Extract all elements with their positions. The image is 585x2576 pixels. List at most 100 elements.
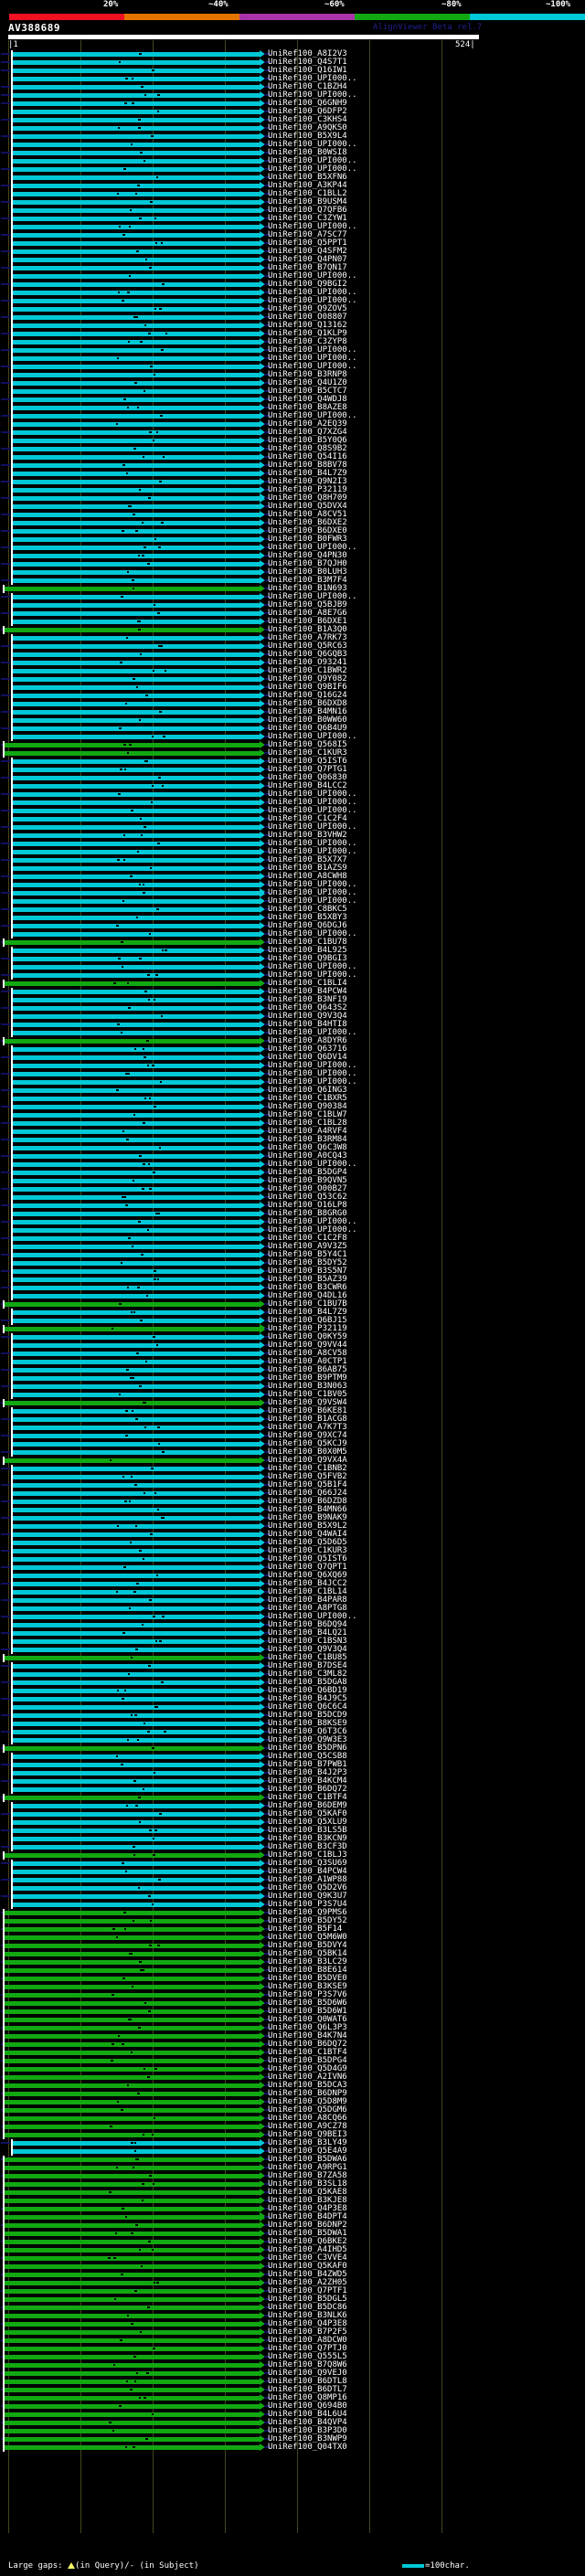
alignment-row[interactable]: UniRef100_UPI000.. bbox=[0, 839, 585, 848]
alignment-row[interactable]: UniRef100_UPI000.. bbox=[0, 798, 585, 807]
alignment-bar[interactable] bbox=[13, 1055, 260, 1060]
alignment-row[interactable]: UniRef100_B3M7F4 bbox=[0, 576, 585, 585]
alignment-row[interactable]: UniRef100_Q5RC63 bbox=[0, 641, 585, 651]
alignment-row[interactable]: UniRef100_C1BSN3 bbox=[0, 1637, 585, 1646]
alignment-row[interactable]: UniRef100_Q16G24 bbox=[0, 691, 585, 700]
alignment-bar[interactable] bbox=[5, 2248, 260, 2253]
alignment-row[interactable]: UniRef100_UPI000.. bbox=[0, 847, 585, 856]
alignment-row[interactable]: UniRef100_B3S5N7 bbox=[0, 1267, 585, 1276]
alignment-row[interactable]: UniRef100_C3ML82 bbox=[0, 1670, 585, 1679]
alignment-bar[interactable] bbox=[13, 1541, 260, 1545]
hit-accession-label[interactable]: UniRef100_UPI000.. bbox=[268, 847, 357, 856]
hit-accession-label[interactable]: UniRef100_B3P3D0 bbox=[268, 2426, 347, 2435]
alignment-bar[interactable] bbox=[13, 620, 260, 624]
alignment-row[interactable]: UniRef100_UPI000.. bbox=[0, 929, 585, 938]
alignment-bar[interactable] bbox=[13, 702, 260, 706]
hit-accession-label[interactable]: UniRef100_B6AB75 bbox=[268, 1365, 347, 1374]
hit-accession-label[interactable]: UniRef100_Q16IW1 bbox=[268, 66, 347, 75]
alignment-bar[interactable] bbox=[13, 1179, 260, 1183]
hit-accession-label[interactable]: UniRef100_B3RM84 bbox=[268, 1135, 347, 1144]
alignment-row[interactable]: UniRef100_B4L6U4 bbox=[0, 2410, 585, 2419]
alignment-bar[interactable] bbox=[5, 1944, 260, 1948]
alignment-bar[interactable] bbox=[13, 949, 260, 953]
alignment-row[interactable]: UniRef100_Q0WAT6 bbox=[0, 2015, 585, 2024]
hit-accession-label[interactable]: UniRef100_C3KHS4 bbox=[268, 115, 347, 124]
hit-accession-label[interactable]: UniRef100_Q0KY59 bbox=[268, 1332, 347, 1341]
hit-accession-label[interactable]: UniRef100_UPI000.. bbox=[268, 411, 357, 420]
hit-accession-label[interactable]: UniRef100_Q6ING3 bbox=[268, 1086, 347, 1095]
hit-accession-label[interactable]: UniRef100_B0X0M5 bbox=[268, 1447, 347, 1457]
hit-accession-label[interactable]: UniRef100_Q9BGI2 bbox=[268, 280, 347, 289]
alignment-row[interactable]: UniRef100_B5CTC7 bbox=[0, 387, 585, 396]
alignment-bar[interactable] bbox=[13, 274, 260, 279]
alignment-bar[interactable] bbox=[13, 661, 260, 665]
hit-accession-label[interactable]: UniRef100_B5DC86 bbox=[268, 2303, 347, 2312]
hit-accession-label[interactable]: UniRef100_UPI000.. bbox=[268, 1069, 357, 1078]
hit-accession-label[interactable]: UniRef100_Q7QFB6 bbox=[268, 206, 347, 215]
alignment-bar[interactable] bbox=[13, 1763, 260, 1767]
alignment-row[interactable]: UniRef100_Q6DFP2 bbox=[0, 107, 585, 116]
alignment-row[interactable]: UniRef100_A7RK73 bbox=[0, 633, 585, 642]
hit-accession-label[interactable]: UniRef100_Q6GQB3 bbox=[268, 650, 347, 659]
alignment-bar[interactable] bbox=[13, 1606, 260, 1611]
alignment-row[interactable]: UniRef100_P3S7U4 bbox=[0, 1900, 585, 1909]
hit-accession-label[interactable]: UniRef100_Q9K3U7 bbox=[268, 1892, 347, 1901]
alignment-row[interactable]: UniRef100_Q6T3C6 bbox=[0, 1727, 585, 1736]
alignment-bar[interactable] bbox=[13, 1072, 260, 1076]
alignment-bar[interactable] bbox=[5, 2412, 260, 2417]
alignment-row[interactable]: UniRef100_B5DGP4 bbox=[0, 1168, 585, 1177]
alignment-row[interactable]: UniRef100_C1BZH4 bbox=[0, 82, 585, 91]
hit-accession-label[interactable]: UniRef100_Q5E4A9 bbox=[268, 2147, 347, 2156]
hit-accession-label[interactable]: UniRef100_UPI000.. bbox=[268, 90, 357, 100]
hit-accession-label[interactable]: UniRef100_A4RVF4 bbox=[268, 1127, 347, 1136]
hit-accession-label[interactable]: UniRef100_Q7PTJ0 bbox=[268, 2344, 347, 2353]
alignment-row[interactable]: UniRef100_Q4PN30 bbox=[0, 551, 585, 560]
hit-accession-label[interactable]: UniRef100_B9QVN5 bbox=[268, 1176, 347, 1185]
alignment-bar[interactable] bbox=[13, 85, 260, 90]
alignment-row[interactable]: UniRef100_B7Q8W6 bbox=[0, 2360, 585, 2369]
alignment-bar[interactable] bbox=[13, 422, 260, 427]
alignment-bar[interactable] bbox=[5, 2207, 260, 2211]
hit-accession-label[interactable]: UniRef100_Q4S7T1 bbox=[268, 58, 347, 67]
hit-accession-label[interactable]: UniRef100_Q9Y082 bbox=[268, 674, 347, 684]
alignment-row[interactable]: UniRef100_Q9XC74 bbox=[0, 1431, 585, 1440]
hit-accession-label[interactable]: UniRef100_B5DGL5 bbox=[268, 2295, 347, 2304]
hit-accession-label[interactable]: UniRef100_UPI000.. bbox=[268, 164, 357, 174]
alignment-bar[interactable] bbox=[13, 225, 260, 229]
alignment-row[interactable]: UniRef100_A9RPG1 bbox=[0, 2163, 585, 2172]
hit-accession-label[interactable]: UniRef100_B8BV78 bbox=[268, 461, 347, 470]
alignment-bar[interactable] bbox=[5, 2355, 260, 2359]
alignment-bar[interactable] bbox=[5, 2026, 260, 2030]
alignment-row[interactable]: UniRef100_O00B27 bbox=[0, 1184, 585, 1193]
alignment-row[interactable]: UniRef100_Q5FVB2 bbox=[0, 1472, 585, 1481]
alignment-bar[interactable] bbox=[13, 200, 260, 205]
hit-accession-label[interactable]: UniRef100_Q4P3E8 bbox=[268, 2319, 347, 2328]
alignment-row[interactable]: UniRef100_B4HTI8 bbox=[0, 1020, 585, 1029]
alignment-row[interactable]: UniRef100_O16LP8 bbox=[0, 1201, 585, 1210]
alignment-bar[interactable] bbox=[13, 1294, 260, 1299]
alignment-row[interactable]: UniRef100_C1BU78 bbox=[0, 938, 585, 947]
alignment-row[interactable]: UniRef100_C1BLW7 bbox=[0, 1110, 585, 1119]
hit-accession-label[interactable]: UniRef100_Q8S9B2 bbox=[268, 444, 347, 453]
alignment-bar[interactable] bbox=[5, 1796, 260, 1800]
hit-accession-label[interactable]: UniRef100_Q643S2 bbox=[268, 1003, 347, 1012]
alignment-row[interactable]: UniRef100_B6KE81 bbox=[0, 1406, 585, 1415]
hit-accession-label[interactable]: UniRef100_B5DVY4 bbox=[268, 1941, 347, 1950]
hit-accession-label[interactable]: UniRef100_A0CTP1 bbox=[268, 1357, 347, 1366]
hit-accession-label[interactable]: UniRef100_B6DNP9 bbox=[268, 2089, 347, 2098]
alignment-row[interactable]: UniRef100_Q9PMS6 bbox=[0, 1908, 585, 1917]
alignment-row[interactable]: UniRef100_B5DPN6 bbox=[0, 1744, 585, 1753]
hit-accession-label[interactable]: UniRef100_C3VVE4 bbox=[268, 2253, 347, 2263]
alignment-row[interactable]: UniRef100_Q4SFM2 bbox=[0, 247, 585, 256]
alignment-row[interactable]: UniRef100_Q9VX4A bbox=[0, 1456, 585, 1465]
alignment-bar[interactable] bbox=[5, 2157, 260, 2162]
alignment-row[interactable]: UniRef100_Q5DGM6 bbox=[0, 2105, 585, 2115]
alignment-bar[interactable] bbox=[13, 1697, 260, 1701]
hit-accession-label[interactable]: UniRef100_A8I2V3 bbox=[268, 49, 347, 58]
hit-accession-label[interactable]: UniRef100_UPI000.. bbox=[268, 156, 357, 165]
alignment-row[interactable]: UniRef100_UPI000.. bbox=[0, 962, 585, 971]
alignment-row[interactable]: UniRef100_O08807 bbox=[0, 313, 585, 322]
alignment-row[interactable]: UniRef100_A8I2V3 bbox=[0, 49, 585, 58]
alignment-row[interactable]: UniRef100_Q4DL16 bbox=[0, 1291, 585, 1300]
alignment-row[interactable]: UniRef100_B6DQ94 bbox=[0, 1620, 585, 1629]
